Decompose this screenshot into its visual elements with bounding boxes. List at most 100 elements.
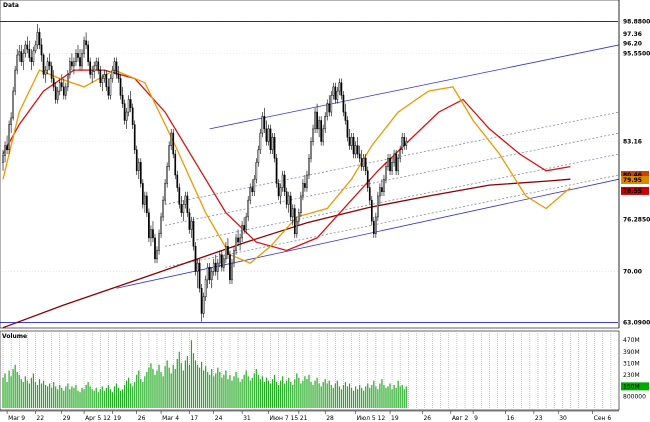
candle-body [255, 162, 258, 180]
candle-body [144, 195, 146, 205]
candle-body [328, 103, 331, 113]
candle-body [310, 141, 312, 159]
volume-bar [184, 360, 186, 408]
candle-body [289, 195, 292, 218]
candle-body [281, 174, 284, 188]
volume-bar [200, 361, 203, 408]
candle-body [200, 287, 203, 314]
candle-body [22, 53, 25, 62]
candle-body [162, 199, 164, 218]
volume-bar [391, 389, 393, 408]
candle-body [160, 216, 162, 234]
volume-bar [316, 377, 318, 408]
volume-bar [42, 380, 45, 408]
volume-bar [271, 379, 274, 408]
volume-bar [334, 383, 336, 408]
date-tick-label: 22 [36, 415, 44, 422]
volume-bar [269, 383, 272, 408]
volume-bar [28, 383, 30, 408]
candle-body [77, 53, 79, 58]
volume-bar [361, 387, 363, 408]
candle-body [277, 183, 280, 197]
candle-body [115, 61, 118, 75]
price-axis-label: 70.00 [623, 268, 642, 275]
volume-bar [377, 389, 379, 408]
date-tick-label: 29 [63, 415, 71, 422]
volume-bar [95, 387, 97, 408]
date-tick-label: 19 [391, 415, 399, 422]
candle-body [259, 132, 262, 151]
channel-upper-line [209, 44, 620, 130]
volume-bar [261, 376, 263, 408]
candle-body [342, 95, 345, 113]
candle-body [64, 86, 67, 96]
candle-body [372, 220, 375, 234]
date-tick-label: Июн 7 15 [269, 415, 298, 422]
volume-bar [352, 390, 355, 408]
volume-bar [107, 384, 109, 408]
candle-body [395, 153, 397, 172]
volume-bar [302, 380, 304, 408]
candle-body [184, 195, 187, 205]
candle-body [249, 187, 252, 201]
volume-bar [166, 360, 168, 408]
candle-body [20, 51, 23, 62]
volume-bar [397, 380, 399, 408]
candle-body [261, 116, 264, 134]
volume-bar [324, 379, 326, 408]
volume-bar [227, 379, 229, 408]
candle-body [113, 61, 116, 71]
volume-bar [294, 379, 296, 408]
volume-bar [170, 373, 172, 408]
volume-bar [314, 380, 316, 408]
candle-body [81, 53, 83, 67]
volume-bar [231, 380, 233, 408]
volume-bar [292, 384, 294, 408]
volume-bar [105, 387, 107, 408]
volume-bar [290, 382, 292, 408]
volume-bar [233, 376, 235, 408]
volume-bars [2, 340, 407, 408]
volume-bar [158, 364, 160, 408]
volume-bar [328, 380, 330, 408]
volume-bar [44, 384, 47, 408]
candle-body [235, 237, 237, 251]
date-tick-label: 31 [243, 415, 251, 422]
volume-bar [168, 367, 170, 408]
volume-bar [32, 373, 35, 408]
volume-bar [148, 367, 150, 408]
volume-bar [296, 373, 298, 408]
candle-body [267, 128, 270, 142]
volume-bar [369, 387, 371, 408]
volume-bar [284, 383, 286, 408]
volume-bar [194, 360, 197, 408]
volume-bar [298, 377, 300, 408]
date-tick-label: 30 [559, 415, 567, 422]
volume-bar [247, 376, 249, 408]
volume-bar [38, 379, 41, 408]
volume-bar [205, 366, 207, 408]
date-tick-label: Apr 5 12 [85, 415, 111, 422]
candle-body [107, 86, 110, 96]
date-tick-label: 23 [535, 415, 543, 422]
volume-bar [24, 376, 26, 408]
volume-bar [14, 364, 16, 408]
candle-body [75, 53, 77, 62]
volume-bar [109, 389, 112, 408]
date-tick-label: Mar 4 [162, 415, 179, 422]
volume-axis-label: 150M [623, 383, 640, 390]
candle-body [271, 136, 274, 151]
volume-bar [403, 389, 405, 408]
candle-body [322, 128, 325, 142]
candle-body [269, 128, 272, 151]
volume-bar [389, 383, 391, 408]
volume-bar [286, 380, 288, 408]
candle-body [103, 74, 106, 79]
candle-body [168, 145, 171, 167]
volume-bar [375, 386, 377, 408]
candle-body [178, 187, 181, 205]
candle-body [32, 50, 35, 62]
candle-body [324, 116, 327, 130]
volume-bar [18, 374, 20, 408]
